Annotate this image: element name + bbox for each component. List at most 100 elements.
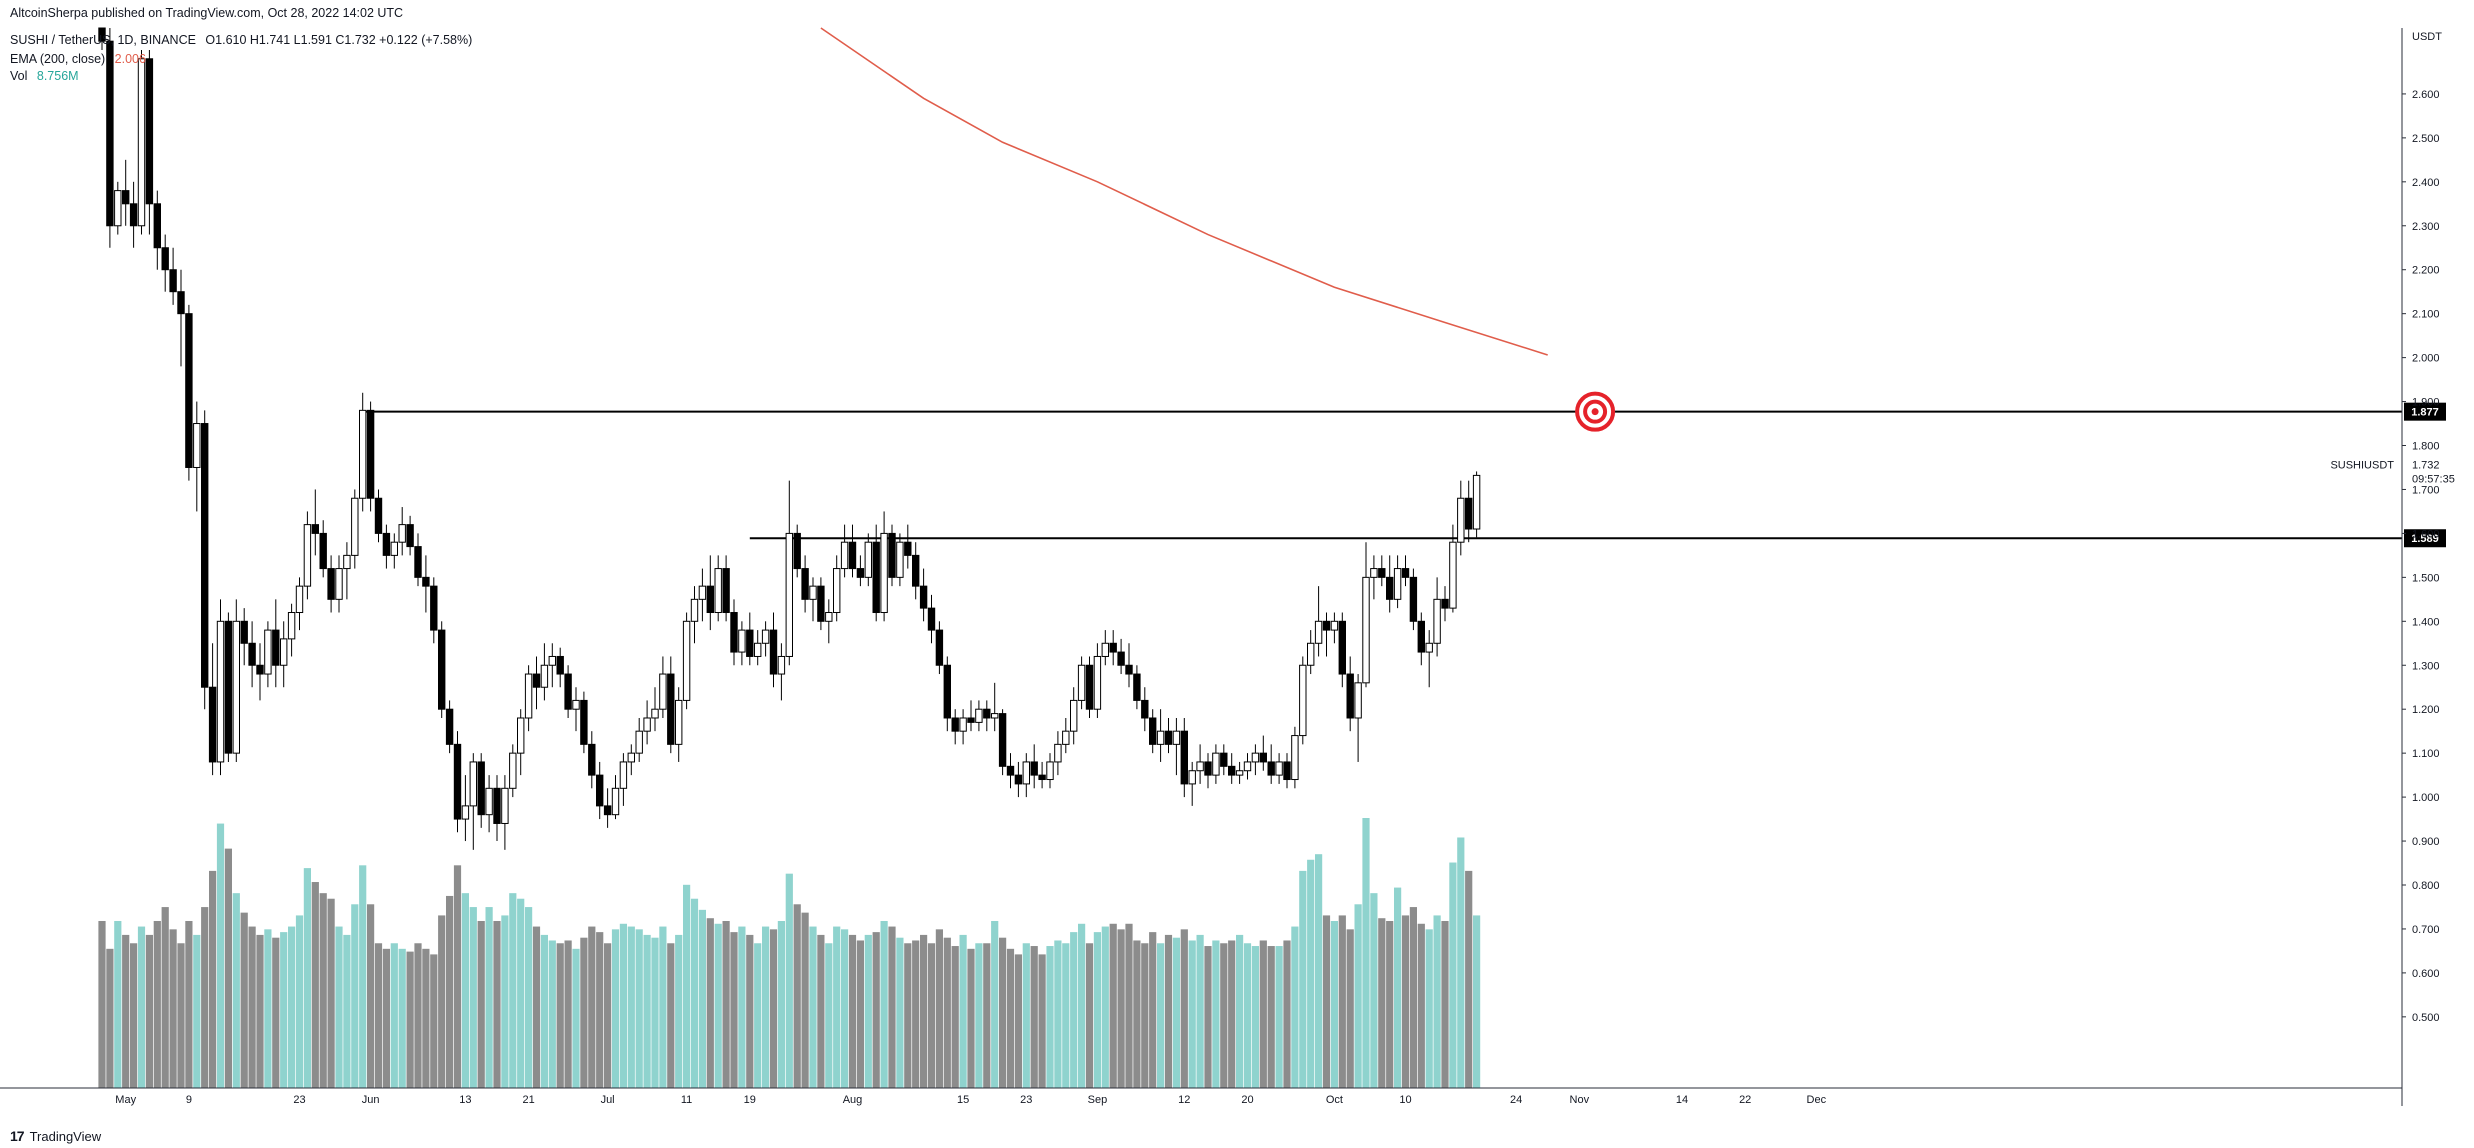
x-tick-label: 23 [1020,1094,1032,1106]
candle-body [311,524,320,534]
symbol-name[interactable]: SUSHI / TetherUS, 1D, BINANCE [10,33,196,47]
volume-bar [714,923,722,1088]
candle-body [991,713,999,719]
volume-bar [1465,870,1473,1088]
volume-bar [1180,929,1188,1088]
volume-bar [1054,940,1062,1088]
level-price-tag-text: 1.877 [2411,407,2439,419]
candle-body [264,629,272,675]
candle-body [351,497,359,556]
volume-bar [841,929,849,1088]
volume-bar [635,929,643,1088]
volume-bar [872,932,880,1088]
candle-body [509,752,517,789]
currency-label: USDT [2412,31,2442,43]
candle-body [983,708,991,719]
candle-body [588,743,596,776]
candle-body [1022,761,1030,785]
volume-bar [904,943,912,1088]
candle-body [1354,682,1362,719]
countdown-label: 09:57:35 [2412,473,2455,485]
candle-body [1417,620,1425,653]
volume-bar [1417,923,1425,1088]
candle-body [1188,770,1196,785]
volume-bar [1046,946,1054,1088]
candle-body [114,190,122,227]
volume-bar [169,929,177,1088]
volume-bar [683,884,691,1088]
volume-bar [1228,940,1236,1088]
volume-bar [825,943,833,1088]
volume-bar [367,904,375,1088]
candle-body [698,585,707,600]
volume-bar [1125,923,1133,1088]
candle-body [422,576,430,587]
candle-body [382,532,391,556]
y-tick-label: 1.800 [2412,441,2440,453]
volume-bar [754,943,762,1088]
volume-bar [1322,915,1331,1088]
volume-bar [627,926,635,1088]
candle-body [833,568,841,614]
candle-body [619,761,628,789]
volume-bar [1157,943,1165,1088]
y-tick-label: 0.900 [2412,836,2440,848]
candle-body [951,717,959,732]
candle-body [540,664,549,688]
x-tick-label: 9 [186,1094,192,1106]
volume-bar [785,873,793,1088]
volume-bar [422,948,430,1088]
volume-bar [1315,854,1323,1088]
candle-body [722,568,730,614]
volume-bar [295,915,304,1088]
candle-body [1299,664,1307,737]
candle-body [106,40,114,227]
volume-label[interactable]: Vol [10,69,28,83]
candle-body [1370,568,1378,578]
ema-label[interactable]: EMA (200, close) [10,52,106,66]
candle-body [998,713,1007,767]
volume-bar [446,895,454,1088]
candle-body [461,805,470,820]
candle-body [888,532,896,578]
candle-body [1378,568,1386,578]
y-tick-label: 1.100 [2412,748,2440,760]
ema-legend: EMA (200, close) 2.006 [10,52,152,66]
volume-bar [572,948,580,1088]
candle-body [1283,761,1291,781]
candle-body [374,497,383,534]
candle-body [201,423,209,688]
candle-body [856,568,865,578]
volume-bar [1354,904,1362,1088]
candle-body [1054,743,1062,763]
volume-bar [1473,915,1481,1088]
candle-body [1291,735,1299,781]
volume-bar [556,943,564,1088]
volume-bar [643,934,651,1088]
volume-bar [485,907,493,1088]
candle-body [477,761,485,816]
candle-body [1125,664,1133,675]
volume-bar [327,898,335,1088]
volume-bar [1006,948,1015,1088]
footer-branding: 17 TradingView [10,1128,101,1144]
candle-body [1330,620,1339,631]
volume-bar [1441,920,1449,1088]
candle-body [1433,598,1441,644]
candle-body [366,409,375,499]
x-tick-label: 10 [1399,1094,1411,1106]
volume-bar [896,937,904,1088]
y-tick-label: 0.500 [2412,1012,2440,1024]
volume-bar [1164,934,1173,1088]
volume-bar [667,943,675,1088]
candle-body [256,664,264,675]
candle-body [208,686,217,763]
volume-bar [943,937,951,1088]
ema-200-line [820,27,1548,356]
candle-body [327,568,335,600]
tradingview-brand[interactable]: TradingView [29,1128,102,1144]
volume-bar [359,865,367,1088]
volume-bar [1259,940,1267,1088]
candle-body [896,541,904,578]
